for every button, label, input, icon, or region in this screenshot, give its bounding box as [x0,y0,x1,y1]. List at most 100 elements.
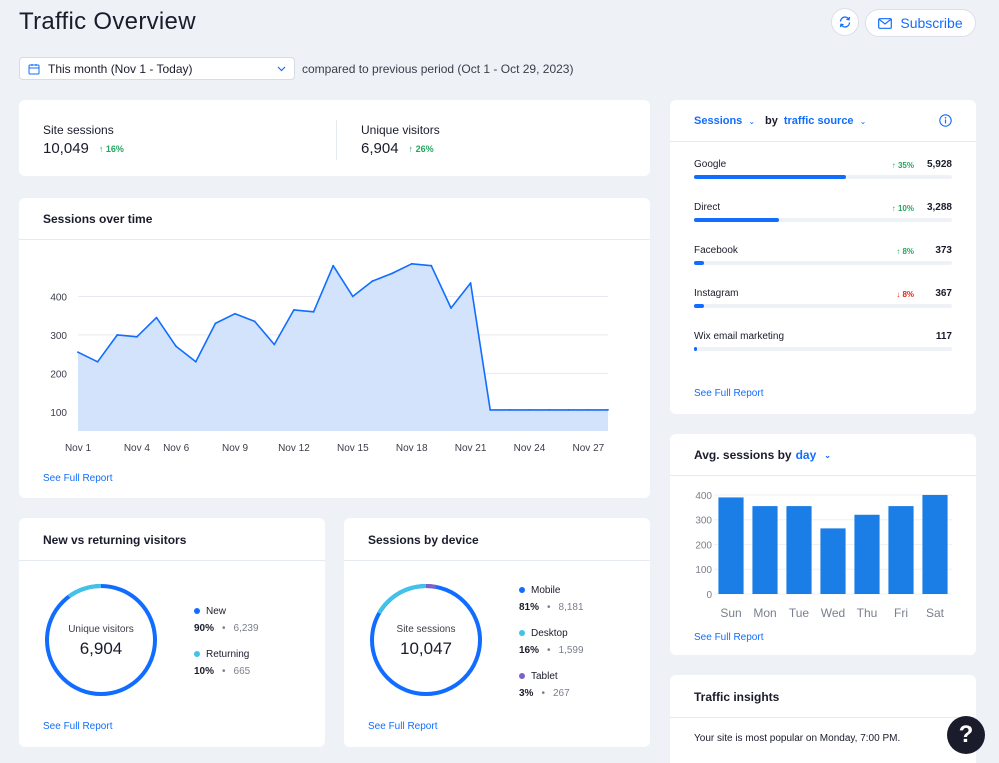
data-point [430,264,433,267]
x-tick-label: Nov 18 [396,443,428,454]
legend-count: 8,181 [558,602,584,613]
see-full-report-link[interactable]: See Full Report [368,721,438,732]
legend-item: Returning 10% • 665 [194,649,250,677]
arrow-down-icon: ↓ [896,290,903,299]
x-tick-label: Nov 9 [222,443,249,454]
subscribe-label: Subscribe [900,15,963,31]
legend-count: 1,599 [558,645,584,656]
data-point [607,408,609,411]
kpi-label-sessions: Site sessions [43,123,114,137]
by-label: by [765,115,778,127]
legend-separator: • [547,602,551,613]
kpi-change-value: 26% [415,143,434,154]
data-point [116,333,119,336]
source-bar-fill [694,175,847,179]
legend-separator: • [541,688,545,699]
kpi-value-sessions: 10,049 [43,140,89,157]
data-point [351,295,354,298]
data-point [489,408,492,411]
chevron-down-icon [277,66,286,71]
x-tick-label: Mon [753,606,776,620]
card-heading: Sessions by device [368,533,479,547]
arrow-up-icon: ↑ [896,247,903,256]
device-card: Sessions by device Site sessions 10,047 … [344,518,650,747]
traffic-source-card: Sessions ⌄ by traffic source ⌄ See Full … [670,100,976,414]
legend-separator: • [547,645,551,656]
data-point [587,408,590,411]
data-point [450,307,452,309]
kpi-value-visitors: 6,904 [361,140,399,157]
source-value: 367 [935,288,952,299]
chevron-down-icon: ⌄ [824,450,831,460]
x-tick-label: Tue [789,606,810,620]
compare-text: compared to previous period (Oct 1 - Oct… [302,62,574,76]
source-change-value: 10% [897,204,914,213]
help-button[interactable]: ? [947,716,985,754]
source-bar-track [694,304,952,308]
refresh-icon [839,16,851,28]
source-change: ↓ 8% [896,290,914,299]
x-tick-label: Fri [894,606,908,620]
y-tick-label: 100 [695,565,712,576]
source-bar-fill [694,347,698,351]
legend-name: Tablet [531,671,558,682]
sessions-over-time-card: Sessions over time 100 200 300 400 Nov 1 Nov … [19,198,650,498]
legend-name: New [206,606,227,617]
new-returning-card: New vs returning visitors Unique visitor… [19,518,325,747]
data-point [194,360,197,363]
chevron-down-icon: ⌄ [859,116,867,126]
legend-name: Returning [206,649,250,660]
data-point [253,320,256,323]
x-tick-label: Nov 12 [278,443,310,454]
source-value: 5,928 [926,159,952,170]
legend-item: New 90% • 6,239 [194,606,259,634]
legend-dot [519,587,525,593]
data-point [391,272,393,275]
legend-dot [519,630,525,636]
see-full-report-link[interactable]: See Full Report [43,473,113,484]
source-value: 373 [935,245,952,256]
legend-pct: 16% [519,645,540,656]
card-heading: New vs returning visitors [43,533,187,547]
donut-center-label: Unique visitors [68,624,134,635]
source-change: ↑ 35% [892,161,914,170]
source-bar-track [694,218,952,222]
legend-separator: • [222,623,226,634]
kpi-card: Site sessions 10,049 ↑ 16% Unique visito… [19,100,650,176]
x-tick-label: Nov 24 [514,443,546,454]
see-full-report-link[interactable]: See Full Report [694,632,764,643]
insight-text: Your site is most popular on Monday, 7:0… [694,733,901,744]
source-bar-fill [694,218,780,222]
bar [854,514,880,594]
data-point [273,343,276,346]
legend-item: Tablet 3% • 267 [519,671,570,699]
see-full-report-link[interactable]: See Full Report [694,388,764,399]
day-dropdown[interactable]: day [795,448,817,462]
legend-separator: • [222,666,226,677]
data-point [508,408,511,411]
subscribe-button[interactable]: Subscribe [865,9,976,37]
legend-item: Desktop 16% • 1,599 [519,628,584,656]
source-change-value: 35% [897,161,914,170]
x-tick-label: Nov 15 [337,443,369,454]
data-point [155,316,158,319]
source-value: 117 [935,331,952,342]
kpi-change-visitors: ↑ 26% [409,144,434,154]
data-point [410,262,413,265]
traffic-insights-card: Traffic insights Your site is most popul… [670,675,976,763]
bar [718,497,744,594]
kpi-change-sessions: ↑ 16% [99,144,124,154]
metric-dropdown[interactable]: Sessions [694,115,743,127]
x-tick-label: Thu [857,606,878,620]
chevron-down-icon: ⌄ [748,116,756,126]
refresh-button[interactable] [831,8,859,36]
legend-dot [194,651,200,657]
dimension-dropdown[interactable]: traffic source [783,115,854,127]
x-tick-label: Nov 1 [65,443,92,454]
source-change: ↑ 8% [896,247,914,256]
see-full-report-link[interactable]: See Full Report [43,721,113,732]
date-range-dropdown[interactable]: This month (Nov 1 - Today) [19,57,295,80]
source-name: Google [694,159,727,170]
info-icon[interactable] [939,114,952,127]
y-tick-label: 300 [695,516,712,527]
